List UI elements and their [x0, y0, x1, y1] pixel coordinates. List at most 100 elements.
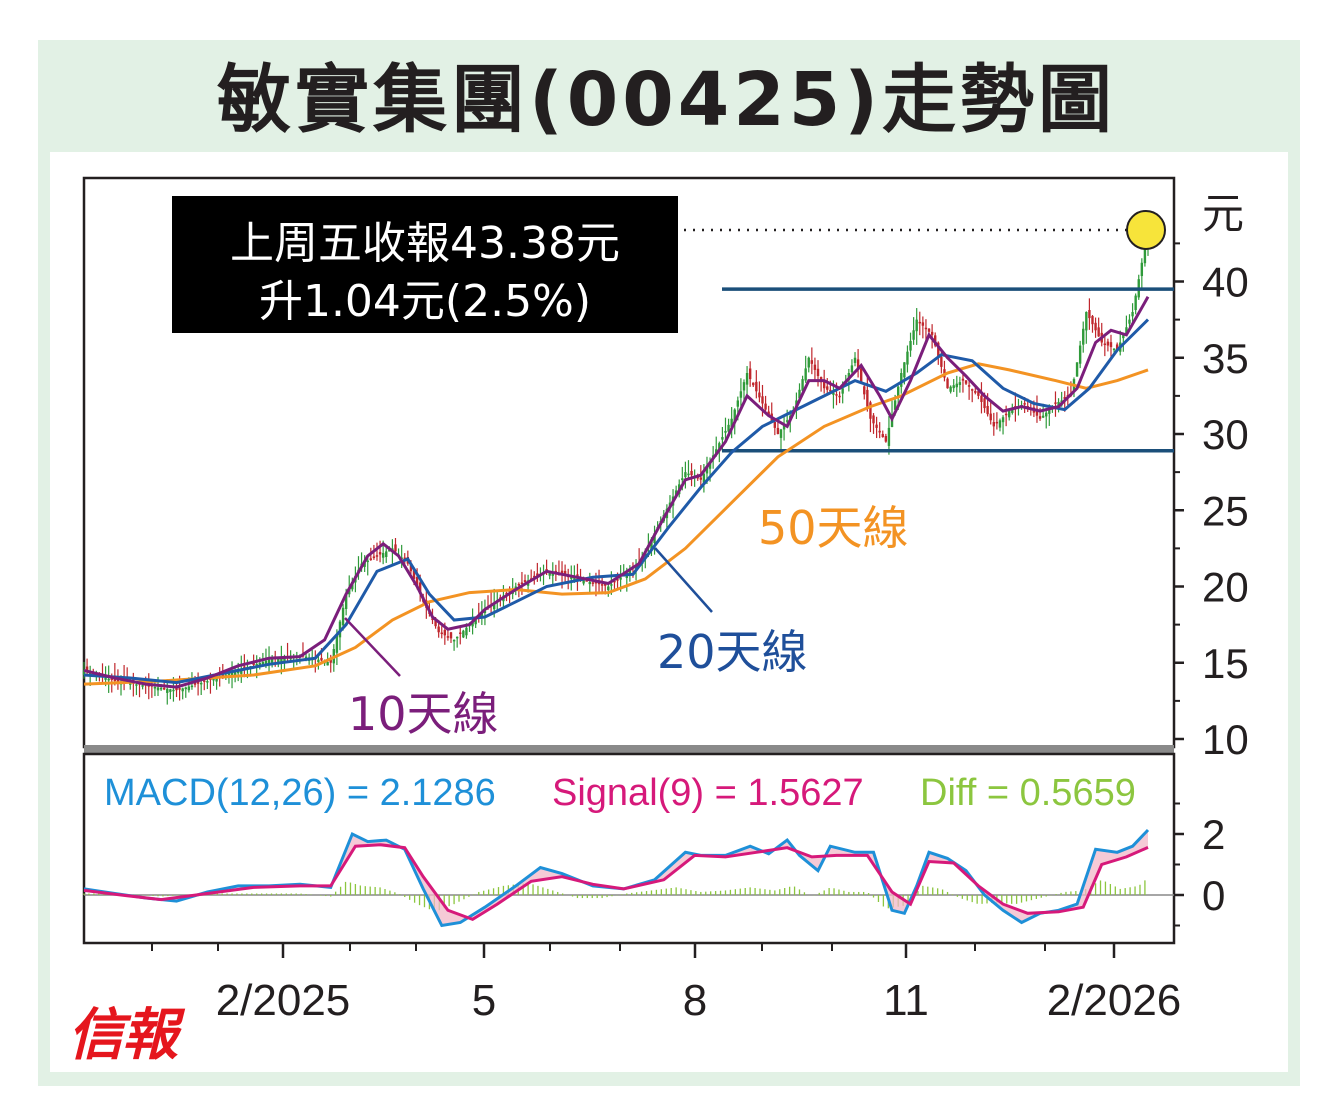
candle-body [1106, 341, 1110, 346]
candle-body [264, 660, 268, 665]
candle-body [1054, 402, 1057, 404]
candle-body [801, 379, 804, 391]
candle-body [169, 689, 172, 692]
candle-body [967, 385, 971, 387]
candle-body [187, 686, 191, 691]
candle-body [240, 669, 243, 674]
candle-body [1078, 345, 1082, 364]
candle-body [721, 437, 724, 440]
candle-body [745, 373, 749, 385]
close-annotation-line1: 上周五收報43.38元 [230, 218, 620, 269]
macd-plot-frame [82, 752, 1176, 945]
candle-body [1109, 342, 1113, 348]
candle-body [588, 581, 591, 585]
y-tick-label: 10 [1202, 716, 1249, 763]
candle-body [184, 687, 187, 690]
candle-body [394, 544, 397, 552]
y-tick-label: 30 [1202, 411, 1249, 458]
candle-body [739, 391, 743, 398]
candle-body [604, 583, 607, 586]
candle-body [452, 639, 456, 642]
candle-body [462, 630, 465, 638]
candle-body [881, 434, 884, 438]
price-y-axis: 40 35 30 25 20 15 10 [1174, 242, 1249, 763]
candle-body [776, 427, 780, 434]
candle-body [798, 389, 801, 399]
candle-body [736, 400, 740, 407]
candle-body [779, 429, 783, 438]
candle-body [650, 539, 653, 550]
candle-body [1134, 295, 1137, 311]
candle-body [1038, 416, 1042, 419]
x-tick-label: 2/2025 [216, 976, 351, 1025]
candle-body [548, 572, 551, 576]
candle-body [243, 666, 246, 669]
price-plot: 40 35 30 25 20 15 10 元 上周五收報43.38元 升1.04元(2.5%… [82, 176, 1249, 763]
candle-body [752, 382, 755, 386]
ma20-leader-line [654, 547, 713, 613]
candle-body [1063, 397, 1066, 399]
candle-body [893, 400, 897, 410]
candle-body [166, 688, 169, 693]
candle-body [961, 378, 965, 381]
candle-body [690, 470, 693, 476]
candle-body [977, 391, 980, 396]
candle-body [317, 659, 320, 663]
y-tick-label: 25 [1202, 487, 1249, 534]
candle-body [582, 580, 585, 584]
candle-body [998, 420, 1002, 428]
xinbao-logo: 信報 [68, 1002, 178, 1068]
candle-body [838, 395, 841, 398]
candle-body [335, 635, 339, 653]
candle-body [983, 398, 986, 409]
candle-body [326, 661, 329, 666]
macd-y-tick-label: 2 [1202, 811, 1225, 858]
candle-body [927, 328, 931, 332]
candle-body [329, 659, 332, 663]
candle-body [178, 688, 181, 690]
candle-body [782, 424, 786, 430]
candle-body [107, 678, 110, 681]
candle-body [687, 473, 690, 476]
candle-body [940, 356, 943, 367]
candle-body [280, 657, 283, 663]
candle-body [409, 565, 413, 572]
candle-body [727, 424, 730, 432]
candle-body [1045, 412, 1048, 417]
candle-body [1011, 409, 1014, 413]
candle-body [730, 418, 733, 427]
candle-body [850, 365, 854, 373]
candle-body [986, 405, 989, 415]
ma20-label: 20天線 [657, 625, 808, 679]
candle-body [884, 435, 888, 442]
candle-body [465, 627, 468, 636]
y-tick-label: 35 [1202, 335, 1249, 382]
candle-body [523, 580, 527, 582]
candle-body [520, 582, 524, 585]
candle-body [733, 409, 736, 422]
candle-body [980, 395, 983, 402]
candle-body [1112, 348, 1116, 351]
candle-body [82, 670, 86, 675]
candle-body [378, 552, 382, 555]
candle-body [415, 576, 419, 587]
candle-body [628, 570, 632, 574]
candle-body [277, 658, 280, 664]
candle-body [551, 572, 554, 576]
ma10-line [83, 296, 1150, 689]
candle-body [1023, 403, 1026, 405]
candle-body [810, 360, 814, 364]
candle-body [715, 449, 718, 455]
ma10-leader-line [344, 617, 401, 677]
candle-body [1041, 415, 1045, 418]
macd-y-axis: 20 [1174, 802, 1225, 927]
macd-plot: 20 MACD(12,26) = 2.1286 Signal(9) = 1.56… [82, 752, 1225, 945]
candle-body [816, 368, 820, 377]
ma50-line [83, 362, 1149, 686]
candle-body [388, 549, 391, 552]
candle-body [283, 657, 286, 662]
candle-body [1122, 334, 1125, 339]
candle-body [764, 403, 767, 410]
ma50-label: 50天線 [758, 501, 909, 555]
candle-body [344, 594, 348, 609]
